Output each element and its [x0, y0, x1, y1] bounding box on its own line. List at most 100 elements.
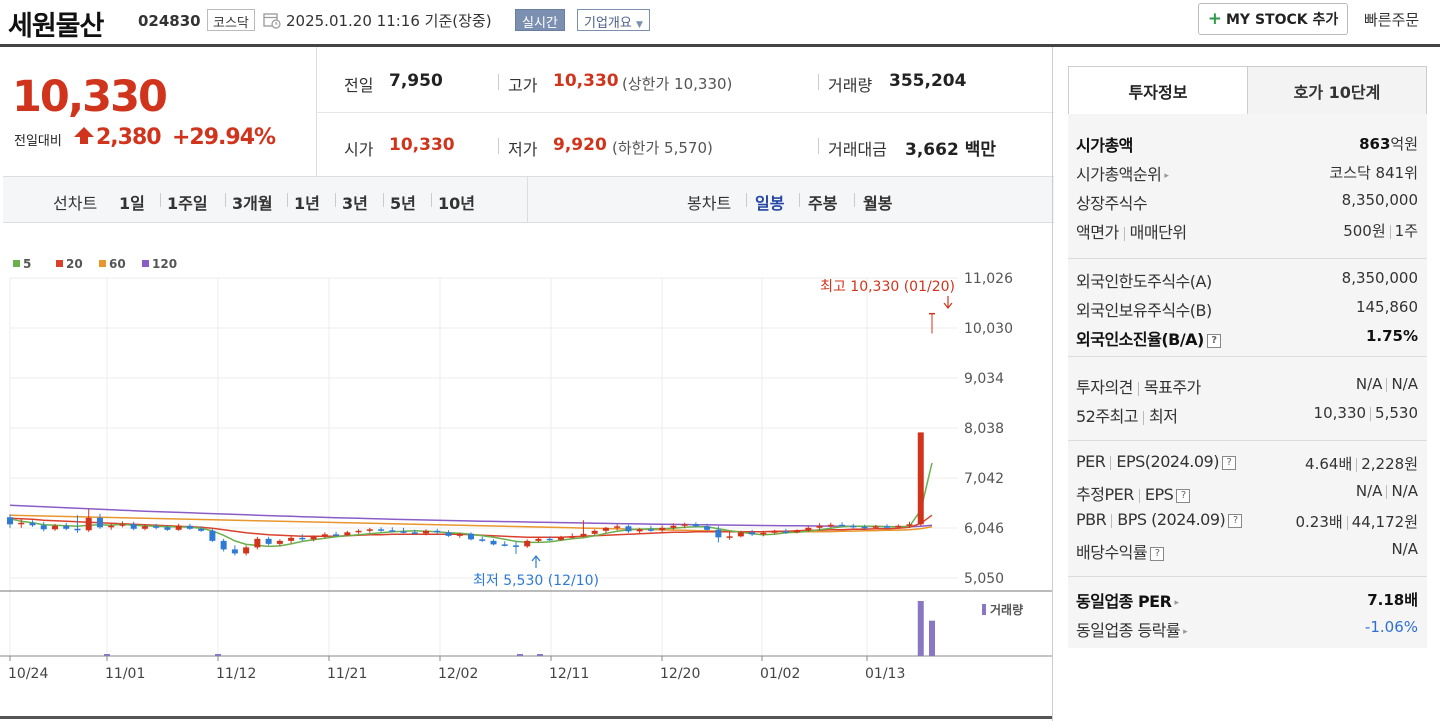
candle-body	[670, 525, 677, 528]
info-value-text: 1.75%	[1365, 327, 1418, 345]
candle-body	[130, 524, 137, 529]
candle-body	[423, 530, 430, 534]
info-label: 외국인보유주식수(B)	[1076, 297, 1212, 321]
candle-body	[782, 531, 789, 533]
y-tick-label: 9,034	[964, 371, 1004, 387]
amount-label: 거래대금	[828, 140, 887, 159]
candle-body	[749, 532, 756, 535]
candle-body	[63, 525, 70, 529]
pipe-divider	[1138, 488, 1140, 503]
tab-period-4[interactable]: 3년	[342, 194, 368, 213]
candle-body	[310, 536, 317, 540]
price-change: 2,380	[96, 125, 162, 150]
x-tick-label: 11/21	[327, 666, 367, 682]
tab-pipe	[287, 193, 288, 207]
info-value: 0.23배 44,172원	[1296, 511, 1419, 532]
candle-body	[569, 536, 576, 538]
current-price: 10,330	[12, 72, 168, 122]
info-label: PER EPS(2024.09)?	[1076, 452, 1236, 471]
company-overview-dropdown[interactable]: 기업개요 ▼	[577, 9, 650, 31]
candle-body	[299, 537, 306, 540]
moving-average-ma120	[9, 504, 933, 528]
tab-period-0[interactable]: 1일	[119, 194, 145, 213]
info-value: 145,860	[1356, 298, 1418, 316]
tab-candle-0[interactable]: 일봉	[755, 194, 785, 213]
info-label-text: 동일업종 PER	[1076, 592, 1172, 611]
info-value-text: 코스닥 841위	[1329, 164, 1418, 182]
tab-period-3[interactable]: 1년	[294, 194, 320, 213]
candle-body	[468, 533, 474, 540]
info-label-text: 동일업종 등락률	[1076, 621, 1181, 640]
pipe-divider	[1389, 224, 1391, 239]
info-value-text: N/A	[1355, 482, 1383, 500]
low-annotation: 최저 5,530 (12/10)	[473, 573, 599, 589]
candle-body	[557, 537, 564, 540]
tab-period-6[interactable]: 10년	[438, 194, 475, 213]
info-label: 상장주식수	[1076, 190, 1148, 214]
info-value-text: 0.23배	[1295, 513, 1343, 531]
y-tick-label: 8,038	[964, 421, 1004, 437]
volume-bar	[917, 601, 924, 656]
info-value-text: 8,350,000	[1341, 191, 1418, 209]
candle-body	[771, 531, 778, 533]
tab-invest-info[interactable]: 투자정보	[1068, 66, 1248, 115]
candle-body	[827, 524, 834, 527]
info-value: 10,330 5,530	[1314, 404, 1418, 422]
info-value-text: N/A	[1391, 540, 1418, 558]
info-label: 외국인한도주식수(A)	[1076, 268, 1212, 292]
candle-body	[512, 545, 519, 547]
info-label: 추정PER EPS?	[1076, 481, 1191, 505]
info-label-text: 투자의견	[1076, 378, 1133, 397]
arrow-right-icon[interactable]: ▸	[1174, 597, 1179, 608]
tab-orderbook-10[interactable]: 호가 10단계	[1247, 66, 1427, 115]
realtime-button[interactable]: 실시간	[515, 9, 565, 31]
help-icon[interactable]: ?	[1150, 546, 1165, 561]
candle-body	[411, 532, 418, 534]
candle-body	[490, 540, 497, 545]
info-value-text: 500원	[1343, 222, 1386, 240]
legend-swatch	[13, 260, 20, 267]
help-icon[interactable]: ?	[1228, 513, 1243, 528]
help-icon[interactable]: ?	[1206, 333, 1221, 348]
tab-divider	[527, 176, 528, 223]
pipe-divider	[1123, 226, 1125, 241]
tab-period-2[interactable]: 3개월	[232, 194, 273, 213]
info-label-text: 추정PER	[1076, 485, 1134, 504]
quick-order-button[interactable]: 빠른주문	[1364, 11, 1420, 29]
info-value-text: 5,530	[1375, 404, 1418, 422]
candle-body	[389, 530, 396, 532]
candle-body	[906, 524, 913, 526]
arrow-right-icon[interactable]: ▸	[1164, 170, 1169, 181]
volume-bar	[104, 654, 110, 656]
candle-body	[74, 528, 81, 531]
up-arrow-icon	[74, 127, 94, 144]
info-value: 7.18배	[1367, 589, 1418, 610]
info-value-text: 2,228원	[1361, 455, 1418, 473]
header-divider	[0, 44, 1440, 47]
candle-body	[636, 529, 643, 532]
candle-body	[850, 525, 857, 528]
candle-body	[29, 522, 36, 526]
pipe-divider	[1386, 484, 1388, 499]
help-icon[interactable]: ?	[1221, 455, 1236, 470]
tab-pipe	[431, 193, 432, 207]
candle-body	[872, 526, 879, 528]
tab-candle-2[interactable]: 월봉	[863, 194, 893, 213]
tab-period-1[interactable]: 1주일	[167, 194, 208, 213]
info-value: 500원 1주	[1343, 220, 1418, 241]
pipe-divider	[1356, 457, 1358, 472]
info-label: 시가총액	[1076, 132, 1133, 156]
y-tick-label: 6,046	[964, 521, 1004, 537]
candle-body	[501, 544, 508, 546]
help-icon[interactable]: ?	[1176, 488, 1191, 503]
info-value-text: 863	[1359, 135, 1391, 153]
add-my-stock-button[interactable]: + MY STOCK 추가	[1198, 3, 1348, 35]
candlestick-chart[interactable]: 5 20 60 120 11,026 10,030 9,034 8,038 7,042 6,046…	[0, 250, 1052, 690]
candle-body	[681, 524, 688, 526]
arrow-right-icon[interactable]: ▸	[1183, 626, 1188, 637]
candle-body	[535, 538, 542, 541]
tab-period-5[interactable]: 5년	[390, 194, 416, 213]
tab-candle-1[interactable]: 주봉	[808, 194, 838, 213]
low-value: 9,920	[553, 135, 607, 155]
info-value: 8,350,000	[1342, 191, 1418, 209]
